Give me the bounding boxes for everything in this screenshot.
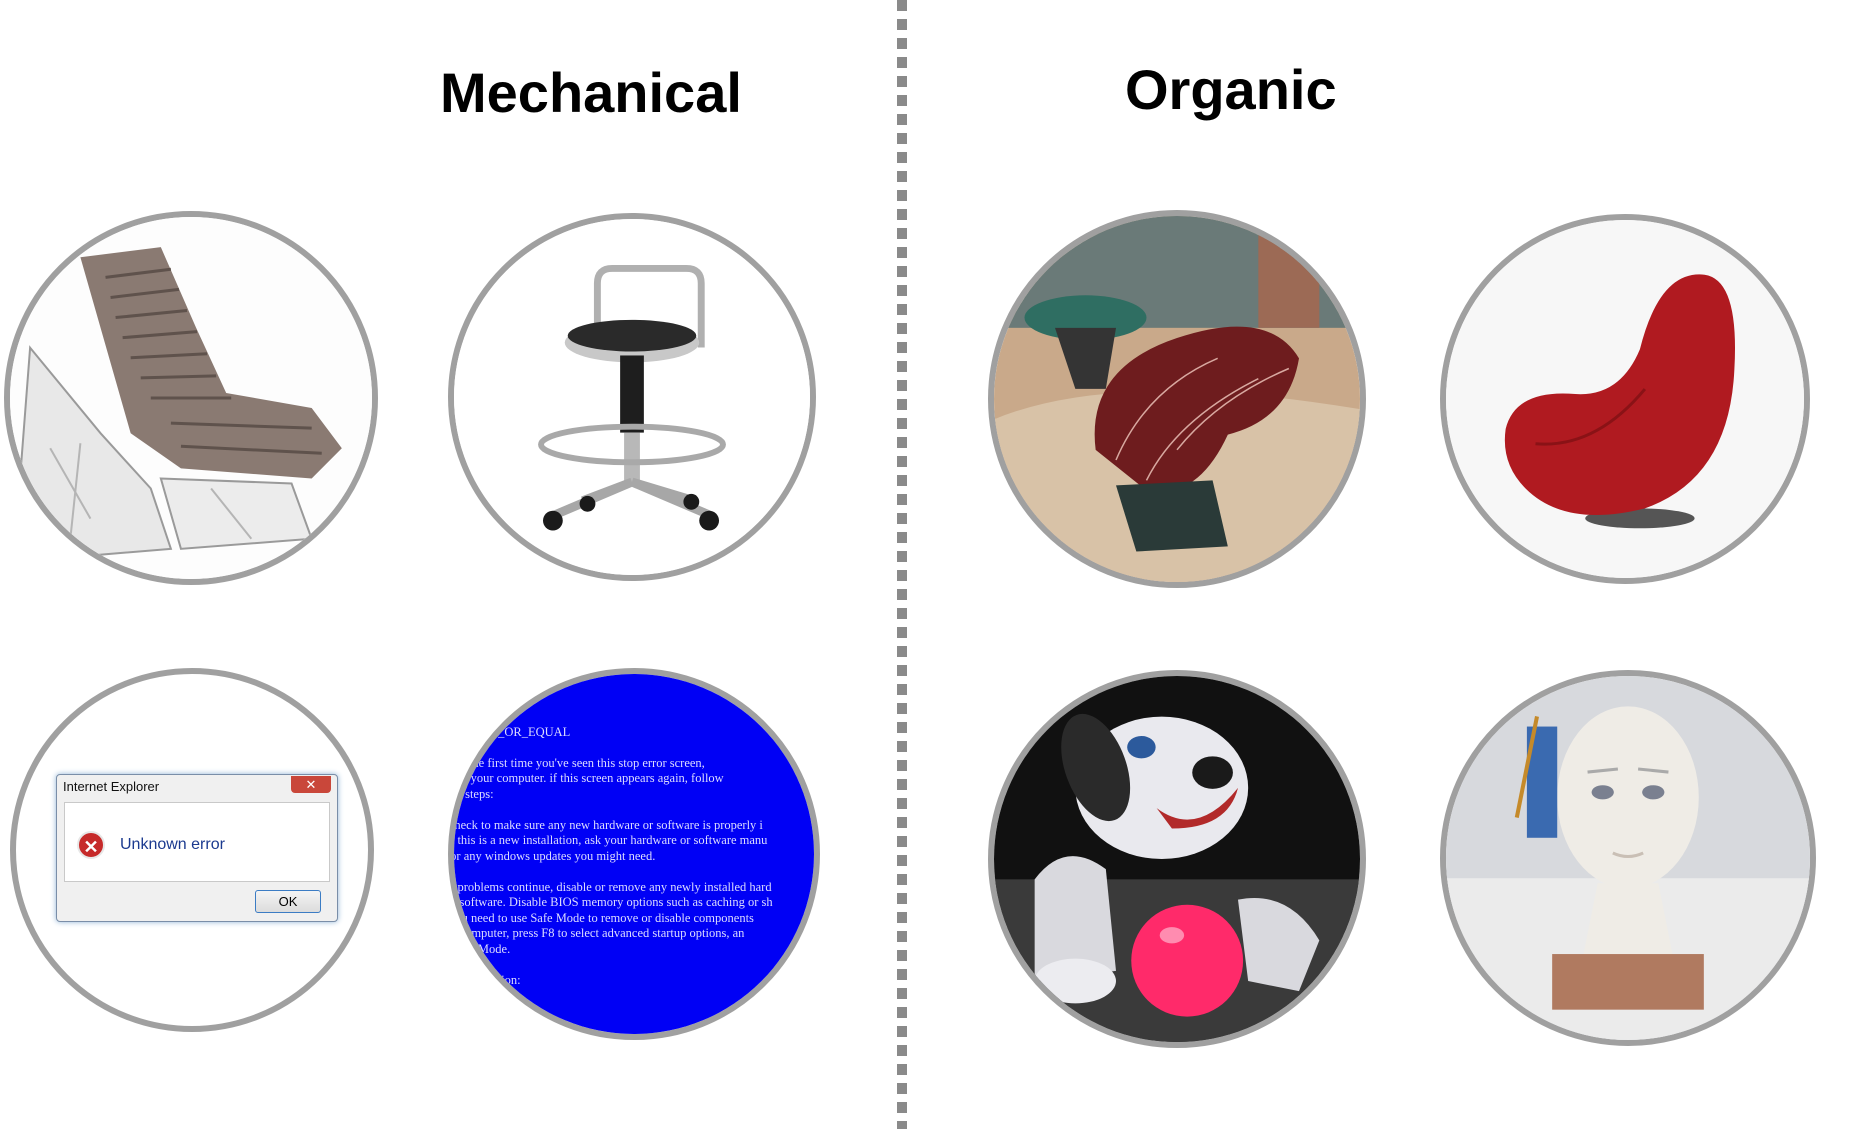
error-icon: ✕ xyxy=(77,831,105,859)
bsod-line: ur computer, press F8 to select advanced… xyxy=(448,926,745,940)
dashed-divider xyxy=(897,0,907,1129)
robot-head-photo xyxy=(1440,670,1816,1046)
bsod-background: ected and windowser. OT_LESS_OR_EQUAL is… xyxy=(454,674,814,1034)
bsod-line: you need to use Safe Mode to remove or d… xyxy=(448,910,754,925)
bsod-line xyxy=(454,740,814,756)
stool-illustration xyxy=(454,219,810,575)
robot-dog-illustration xyxy=(994,676,1360,1042)
bsod-line: al information: xyxy=(448,972,521,987)
robot-dog-photo xyxy=(988,670,1366,1048)
blue-screen-screenshot: ected and windowser. OT_LESS_OR_EQUAL is… xyxy=(448,668,820,1040)
bsod-line: OT_LESS_OR_EQUAL xyxy=(448,724,571,739)
organic-heading: Organic xyxy=(1125,58,1337,121)
bsod-line: ected and windows xyxy=(448,678,542,692)
bsod-line: t Safe Mode. xyxy=(448,941,511,956)
bsod-line: or software. Disable BIOS memory options… xyxy=(448,895,773,909)
stool-photo xyxy=(448,213,816,581)
red-bean-chair-illustration xyxy=(1446,220,1804,578)
dialog-message: Unknown error xyxy=(120,836,225,853)
mechanical-heading: Mechanical xyxy=(440,61,742,124)
bsod-line xyxy=(454,709,814,725)
close-icon: ✕ xyxy=(291,776,331,793)
bsod-line: for any windows updates you might need. xyxy=(448,848,656,863)
leaf-chair-illustration xyxy=(994,216,1360,582)
racing-seat-photo xyxy=(4,211,378,585)
red-bean-chair-photo xyxy=(1440,214,1810,584)
bsod-text: ected and windowser. OT_LESS_OR_EQUAL is… xyxy=(448,678,814,988)
dialog-body: ✕ Unknown error xyxy=(64,802,330,882)
bsod-line: If this is a new installation, ask your … xyxy=(448,833,768,847)
racing-seat-illustration xyxy=(10,217,372,579)
bsod-line xyxy=(454,864,814,880)
bsod-line: is is the first time you've seen this st… xyxy=(448,755,705,770)
bsod-line: er. xyxy=(451,693,459,708)
bsod-line: Check to make sure any new hardware or s… xyxy=(448,817,763,832)
bsod-line: start your computer. if this screen appe… xyxy=(448,771,724,785)
bsod-line xyxy=(454,802,814,818)
leaf-chair-photo xyxy=(988,210,1366,588)
bsod-line: If problems continue, disable or remove … xyxy=(448,879,772,894)
ok-button: OK xyxy=(255,890,321,913)
bsod-line: ese steps: xyxy=(448,786,494,801)
error-dialog: Internet Explorer ✕ ✕ Unknown error OK xyxy=(56,774,338,922)
error-dialog-screenshot: Internet Explorer ✕ ✕ Unknown error OK xyxy=(10,668,374,1032)
bsod-line xyxy=(454,957,814,973)
dialog-title: Internet Explorer xyxy=(63,779,160,794)
robot-head-illustration xyxy=(1446,676,1810,1040)
